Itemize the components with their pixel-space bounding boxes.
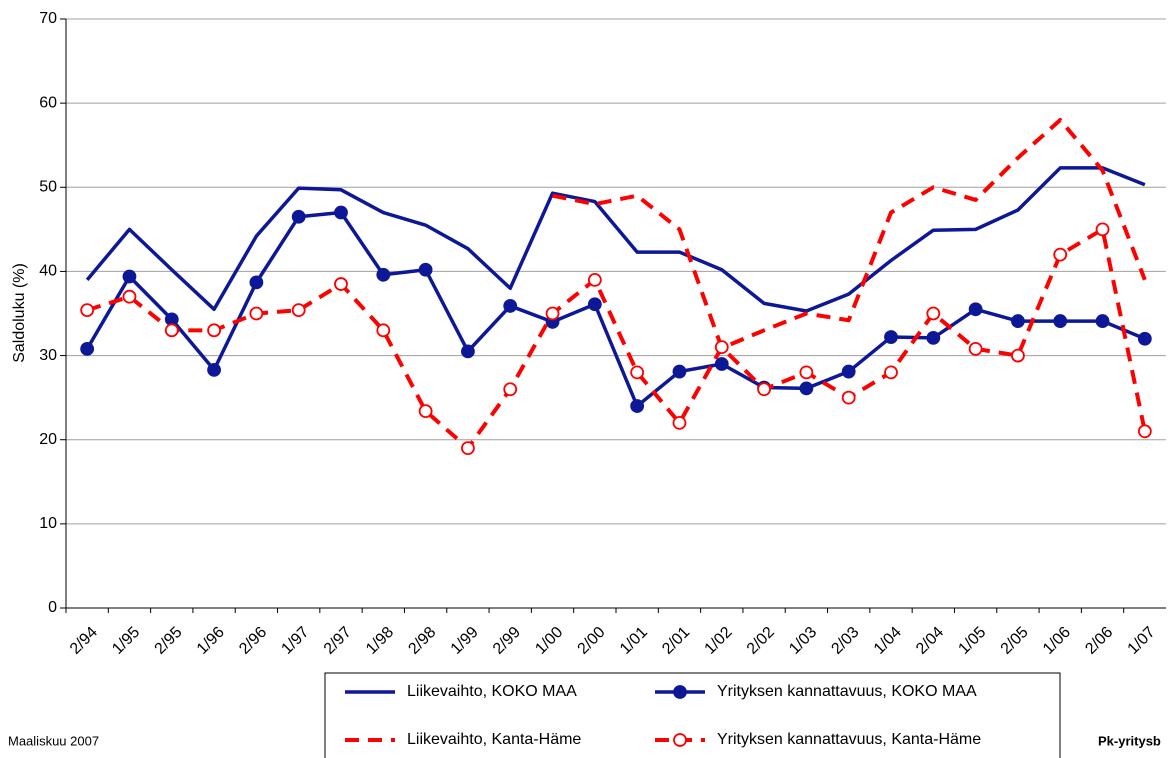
point-marker [80, 303, 95, 318]
y-tick-label: 30 [39, 347, 57, 364]
legend-marker [673, 685, 687, 699]
point-marker [926, 306, 941, 321]
x-tick-label: 1/96 [194, 624, 228, 658]
x-tick-label: 2/06 [1082, 624, 1116, 658]
point-marker [291, 303, 306, 318]
footer-left: Maaliskuu 2007 [8, 733, 99, 748]
point-marker [376, 267, 391, 282]
legend-label: Liikevaihto, Kanta-Häme [407, 731, 581, 748]
y-tick-label: 0 [48, 599, 57, 616]
point-marker [334, 205, 348, 220]
legend-label: Yrityksen kannattavuus, KOKO MAA [717, 683, 977, 700]
x-tick-label: 2/99 [490, 624, 524, 658]
y-tick-label: 20 [39, 431, 57, 448]
x-tick-label: 1/04 [871, 624, 905, 658]
x-tick-label: 2/01 [659, 624, 693, 658]
x-tick-label: 2/96 [236, 624, 270, 658]
point-marker [926, 331, 941, 345]
y-tick-label: 40 [39, 263, 57, 280]
point-marker [249, 275, 264, 290]
point-marker [122, 289, 137, 304]
point-marker [1011, 348, 1025, 363]
y-tick-label: 10 [39, 515, 57, 532]
point-marker [418, 404, 433, 419]
legend-label: Liikevaihto, KOKO MAA [407, 683, 577, 700]
point-marker [587, 272, 602, 287]
point-marker [587, 297, 602, 312]
point-marker [461, 344, 475, 359]
point-marker [418, 262, 433, 277]
legend-box [324, 672, 1061, 758]
point-marker [714, 340, 729, 355]
x-tick-label: 2/98 [405, 624, 439, 658]
x-tick-label: 1/95 [109, 624, 143, 658]
legend-label: Yrityksen kannattavuus, Kanta-Häme [717, 731, 981, 748]
point-marker [80, 341, 95, 356]
x-tick-label: 2/97 [321, 624, 355, 658]
point-marker [630, 399, 645, 413]
x-tick-label: 2/95 [152, 624, 186, 658]
point-marker [122, 269, 137, 284]
x-tick-label: 1/97 [278, 624, 312, 658]
x-tick-label: 2/04 [913, 624, 947, 658]
x-tick-label: 1/05 [955, 624, 989, 658]
x-tick-label: 2/00 [575, 624, 609, 658]
x-tick-label: 2/05 [998, 624, 1032, 658]
point-marker [1053, 314, 1068, 328]
point-marker [291, 209, 306, 224]
legend-marker [673, 733, 687, 747]
point-marker [968, 341, 983, 356]
point-marker [334, 277, 348, 291]
x-tick-label: 1/98 [363, 624, 397, 658]
x-tick-label: 2/02 [744, 624, 778, 658]
series-line [86, 227, 1147, 451]
y-tick-label: 70 [39, 10, 57, 27]
point-marker [1095, 314, 1110, 328]
point-marker [1011, 314, 1025, 328]
series-line [552, 117, 1147, 350]
point-marker [968, 302, 983, 317]
y-tick-label: 50 [39, 179, 57, 196]
point-marker [714, 357, 729, 371]
x-tick-label: 1/07 [1125, 624, 1159, 658]
point-marker [841, 364, 856, 379]
point-marker [799, 381, 814, 396]
point-marker [207, 362, 221, 377]
series-line [85, 166, 1146, 313]
point-marker [757, 382, 771, 397]
point-marker [545, 306, 560, 321]
point-marker [1137, 331, 1152, 346]
point-marker [164, 323, 179, 338]
y-axis-label: Saldoluku (%) [11, 263, 28, 363]
point-marker [1137, 424, 1152, 439]
x-tick-label: 1/99 [448, 624, 482, 658]
point-marker [503, 382, 518, 397]
x-tick-label: 1/00 [532, 624, 566, 658]
point-marker [799, 365, 814, 380]
x-tick-label: 2/03 [828, 624, 862, 658]
x-tick-label: 1/06 [1040, 624, 1074, 658]
footer-right: Pk-yritysb [1098, 733, 1161, 748]
point-marker [672, 364, 687, 379]
series-line [85, 210, 1146, 408]
point-marker [884, 330, 898, 344]
point-marker [1053, 247, 1068, 262]
y-tick-label: 60 [39, 94, 57, 111]
point-marker [630, 365, 645, 380]
point-marker [207, 323, 221, 338]
point-marker [503, 299, 518, 313]
point-marker [884, 365, 898, 380]
x-tick-label: 1/03 [786, 624, 820, 658]
point-marker [461, 441, 475, 456]
point-marker [376, 323, 391, 338]
point-marker [672, 415, 687, 430]
point-marker [1095, 222, 1110, 237]
x-tick-label: 1/02 [702, 624, 736, 658]
point-marker [249, 306, 264, 321]
point-marker [841, 390, 856, 405]
x-tick-label: 2/94 [67, 624, 101, 658]
x-tick-label: 1/01 [617, 624, 651, 658]
